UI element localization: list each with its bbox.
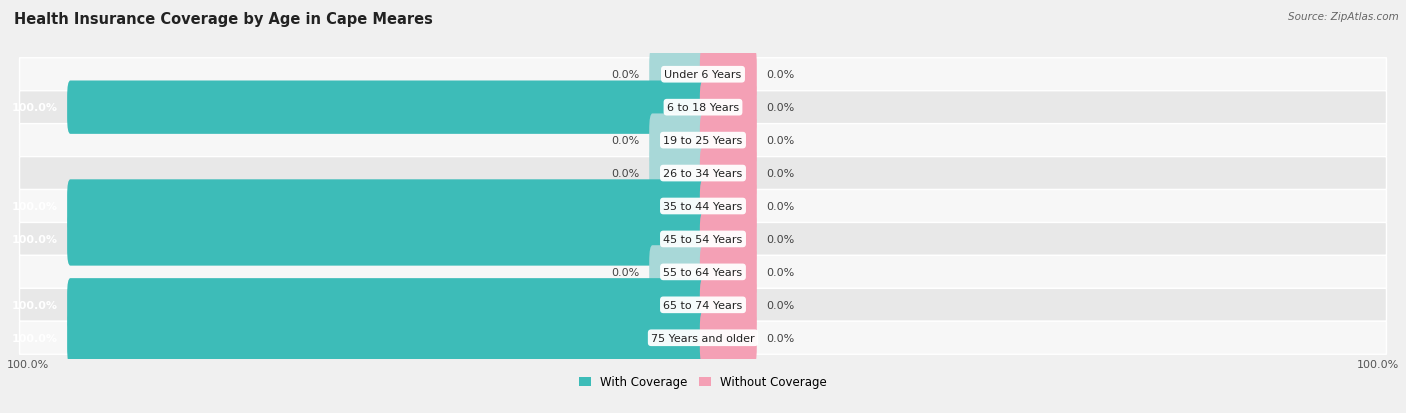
FancyBboxPatch shape <box>20 124 1386 157</box>
FancyBboxPatch shape <box>700 246 756 299</box>
FancyBboxPatch shape <box>67 81 706 135</box>
Text: 65 to 74 Years: 65 to 74 Years <box>664 300 742 310</box>
Text: Health Insurance Coverage by Age in Cape Meares: Health Insurance Coverage by Age in Cape… <box>14 12 433 27</box>
FancyBboxPatch shape <box>20 289 1386 321</box>
FancyBboxPatch shape <box>20 190 1386 223</box>
FancyBboxPatch shape <box>67 278 706 332</box>
FancyBboxPatch shape <box>700 48 756 102</box>
FancyBboxPatch shape <box>700 147 756 200</box>
FancyBboxPatch shape <box>650 147 706 200</box>
Text: 100.0%: 100.0% <box>11 300 58 310</box>
Text: 0.0%: 0.0% <box>766 70 794 80</box>
Text: 0.0%: 0.0% <box>766 103 794 113</box>
Text: 6 to 18 Years: 6 to 18 Years <box>666 103 740 113</box>
Text: 35 to 44 Years: 35 to 44 Years <box>664 202 742 211</box>
FancyBboxPatch shape <box>67 311 706 365</box>
FancyBboxPatch shape <box>20 157 1386 190</box>
FancyBboxPatch shape <box>20 92 1386 124</box>
Text: 100.0%: 100.0% <box>11 103 58 113</box>
Text: 0.0%: 0.0% <box>766 267 794 277</box>
Text: 0.0%: 0.0% <box>612 169 640 179</box>
Text: 0.0%: 0.0% <box>766 202 794 211</box>
Legend: With Coverage, Without Coverage: With Coverage, Without Coverage <box>574 371 832 393</box>
Text: Source: ZipAtlas.com: Source: ZipAtlas.com <box>1288 12 1399 22</box>
FancyBboxPatch shape <box>700 81 756 135</box>
FancyBboxPatch shape <box>20 321 1386 354</box>
FancyBboxPatch shape <box>20 256 1386 289</box>
Text: 100.0%: 100.0% <box>7 359 49 369</box>
Text: 0.0%: 0.0% <box>612 136 640 146</box>
FancyBboxPatch shape <box>67 180 706 233</box>
FancyBboxPatch shape <box>700 278 756 332</box>
Text: 0.0%: 0.0% <box>766 300 794 310</box>
Text: 45 to 54 Years: 45 to 54 Years <box>664 234 742 244</box>
FancyBboxPatch shape <box>700 213 756 266</box>
Text: 100.0%: 100.0% <box>11 234 58 244</box>
Text: 100.0%: 100.0% <box>11 333 58 343</box>
FancyBboxPatch shape <box>20 59 1386 92</box>
Text: 26 to 34 Years: 26 to 34 Years <box>664 169 742 179</box>
FancyBboxPatch shape <box>650 246 706 299</box>
Text: 0.0%: 0.0% <box>766 169 794 179</box>
FancyBboxPatch shape <box>650 114 706 167</box>
Text: 100.0%: 100.0% <box>1357 359 1399 369</box>
Text: Under 6 Years: Under 6 Years <box>665 70 741 80</box>
FancyBboxPatch shape <box>650 48 706 102</box>
Text: 75 Years and older: 75 Years and older <box>651 333 755 343</box>
Text: 0.0%: 0.0% <box>766 136 794 146</box>
Text: 19 to 25 Years: 19 to 25 Years <box>664 136 742 146</box>
Text: 0.0%: 0.0% <box>766 333 794 343</box>
FancyBboxPatch shape <box>700 180 756 233</box>
Text: 55 to 64 Years: 55 to 64 Years <box>664 267 742 277</box>
FancyBboxPatch shape <box>700 114 756 167</box>
FancyBboxPatch shape <box>20 223 1386 256</box>
Text: 100.0%: 100.0% <box>11 202 58 211</box>
FancyBboxPatch shape <box>67 213 706 266</box>
FancyBboxPatch shape <box>700 311 756 365</box>
Text: 0.0%: 0.0% <box>612 70 640 80</box>
Text: 0.0%: 0.0% <box>612 267 640 277</box>
Text: 0.0%: 0.0% <box>766 234 794 244</box>
